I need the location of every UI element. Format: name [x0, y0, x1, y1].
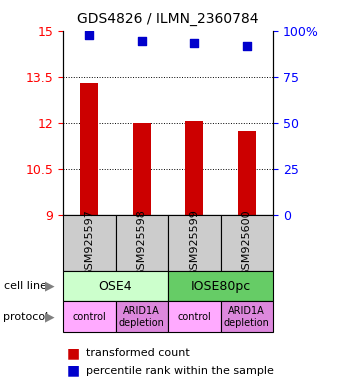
Point [86, 32, 92, 38]
Text: transformed count: transformed count [86, 348, 189, 358]
Bar [133, 123, 151, 215]
Text: OSE4: OSE4 [99, 280, 132, 293]
Text: GSM925598: GSM925598 [137, 209, 147, 277]
Text: protocol: protocol [4, 312, 49, 322]
Text: control: control [177, 312, 211, 322]
FancyBboxPatch shape [116, 215, 168, 271]
Text: ■: ■ [66, 346, 80, 360]
Text: percentile rank within the sample: percentile rank within the sample [86, 366, 274, 376]
Text: GSM925597: GSM925597 [84, 209, 94, 277]
Text: ARID1A
depletion: ARID1A depletion [224, 306, 270, 328]
Point [191, 40, 197, 46]
Text: GSM925599: GSM925599 [189, 209, 199, 277]
Text: cell line: cell line [4, 281, 47, 291]
Point [139, 38, 145, 45]
Text: ARID1A
depletion: ARID1A depletion [119, 306, 165, 328]
Text: ▶: ▶ [45, 310, 54, 323]
Text: control: control [72, 312, 106, 322]
Bar [80, 83, 98, 215]
Text: IOSE80pc: IOSE80pc [190, 280, 251, 293]
FancyBboxPatch shape [63, 215, 116, 271]
FancyBboxPatch shape [168, 271, 273, 301]
Text: ■: ■ [66, 364, 80, 377]
Title: GDS4826 / ILMN_2360784: GDS4826 / ILMN_2360784 [77, 12, 259, 25]
Text: ▶: ▶ [45, 280, 54, 293]
Point [244, 43, 250, 49]
FancyBboxPatch shape [63, 271, 168, 301]
FancyBboxPatch shape [168, 215, 220, 271]
FancyBboxPatch shape [220, 301, 273, 332]
Bar [185, 121, 203, 215]
FancyBboxPatch shape [63, 301, 116, 332]
Bar [238, 131, 256, 215]
FancyBboxPatch shape [168, 301, 220, 332]
Text: GSM925600: GSM925600 [242, 209, 252, 277]
FancyBboxPatch shape [116, 301, 168, 332]
FancyBboxPatch shape [220, 215, 273, 271]
